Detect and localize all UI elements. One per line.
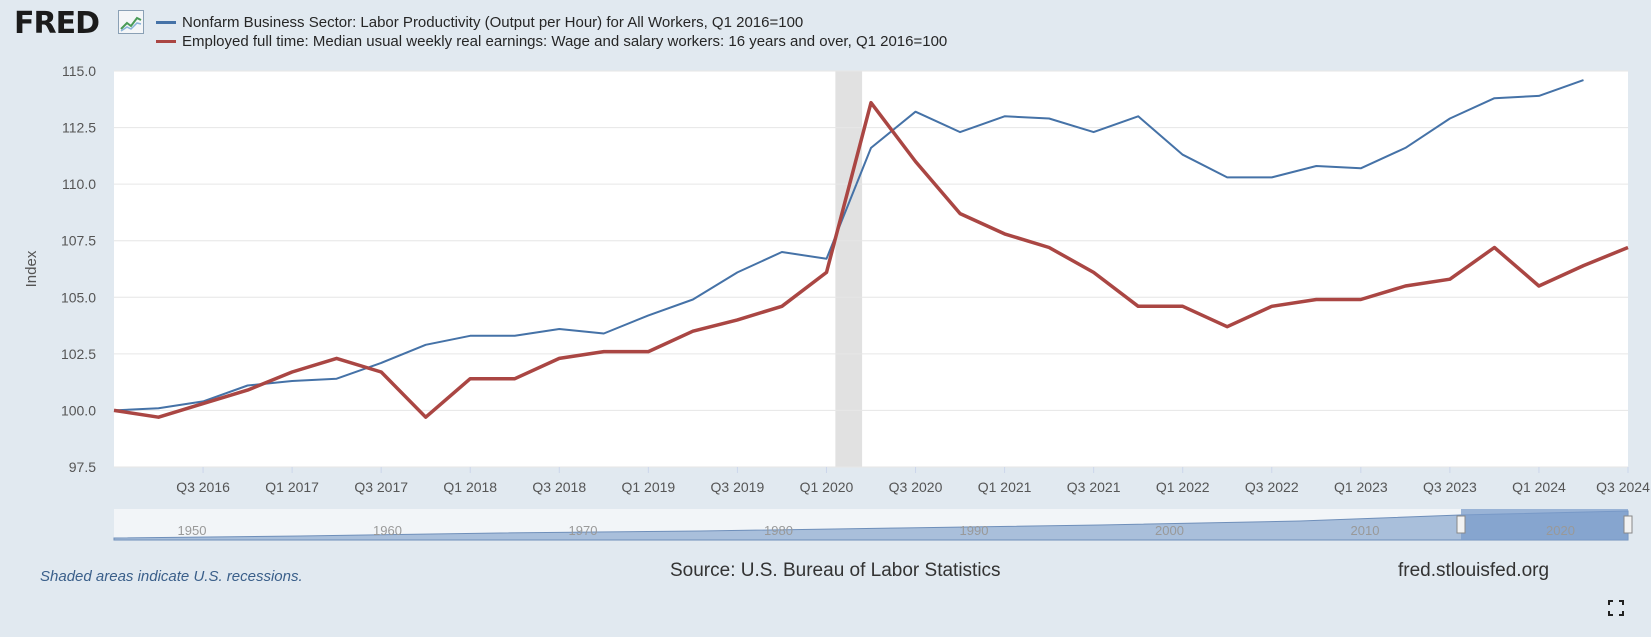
x-tick-label: Q3 2016 [176,479,230,495]
x-tick-label: Q1 2021 [978,479,1032,495]
y-tick-label: 112.5 [62,120,96,136]
x-tick-label: Q1 2020 [800,479,854,495]
x-tick-label: Q3 2023 [1423,479,1477,495]
range-navigator[interactable]: 1950 1960 1970 1980 1990 2000 2010 2020 [113,509,1633,541]
legend-item-earnings[interactable]: Employed full time: Median usual weekly … [156,32,947,51]
legend-label-earnings: Employed full time: Median usual weekly … [182,33,948,50]
x-tick-label: Q3 2017 [354,479,408,495]
plot-area [114,71,1628,467]
navigator-year-label: 1980 [764,523,793,538]
navigator-handle-right[interactable] [1623,515,1633,534]
navigator-selected-range[interactable] [1461,509,1628,540]
legend-swatch-productivity [156,21,176,24]
fred-logo[interactable]: FRED [14,6,100,41]
y-tick-label: 102.5 [61,346,96,362]
fullscreen-icon[interactable] [1608,600,1624,616]
y-tick-label: 105.0 [61,289,96,305]
y-tick-label: 115.0 [62,63,96,79]
x-tick-label: Q1 2018 [443,479,497,495]
navigator-handle-left[interactable] [1456,515,1466,534]
x-tick-label: Q1 2023 [1334,479,1388,495]
navigator-series-area [113,510,1629,541]
legend-item-productivity[interactable]: Nonfarm Business Sector: Labor Productiv… [156,13,947,32]
x-tick-label: Q3 2024 [1596,479,1650,495]
fred-url[interactable]: fred.stlouisfed.org [1398,560,1550,581]
series-line-0[interactable] [113,79,1584,412]
x-tick-label: Q3 2020 [889,479,943,495]
navigator-year-label: 2010 [1351,523,1380,538]
navigator-year-label: 2000 [1155,523,1184,538]
x-tick-label: Q1 2019 [621,479,675,495]
x-tick-label: Q1 2024 [1512,479,1566,495]
x-tick-label: Q3 2022 [1245,479,1299,495]
x-tick-label: Q1 2017 [265,479,319,495]
recession-band [835,71,863,467]
x-tick-label: Q3 2018 [532,479,586,495]
x-tick-label: Q1 2022 [1156,479,1210,495]
source-text: Source: U.S. Bureau of Labor Statistics [670,560,1001,581]
chart-legend: Nonfarm Business Sector: Labor Productiv… [156,13,947,51]
legend-label-productivity: Nonfarm Business Sector: Labor Productiv… [182,14,804,31]
fred-chart-icon [118,10,144,34]
y-tick-label: 110.0 [62,176,96,192]
y-tick-label: 100.0 [61,402,96,418]
x-tick-label: Q3 2019 [711,479,765,495]
navigator-year-label: 1950 [178,523,207,538]
recession-note: Shaded areas indicate U.S. recessions. [40,568,303,585]
x-tick-label: Q3 2021 [1067,479,1121,495]
navigator-year-label: 2020 [1546,523,1575,538]
y-axis-label: Index [23,250,40,287]
navigator-year-label: 1970 [569,523,598,538]
legend-swatch-earnings [156,40,176,43]
y-tick-label: 107.5 [61,233,96,249]
y-tick-label: 97.5 [69,459,96,475]
series-line-1[interactable] [113,100,1629,419]
navigator-year-label: 1960 [373,523,402,538]
navigator-year-label: 1990 [960,523,989,538]
